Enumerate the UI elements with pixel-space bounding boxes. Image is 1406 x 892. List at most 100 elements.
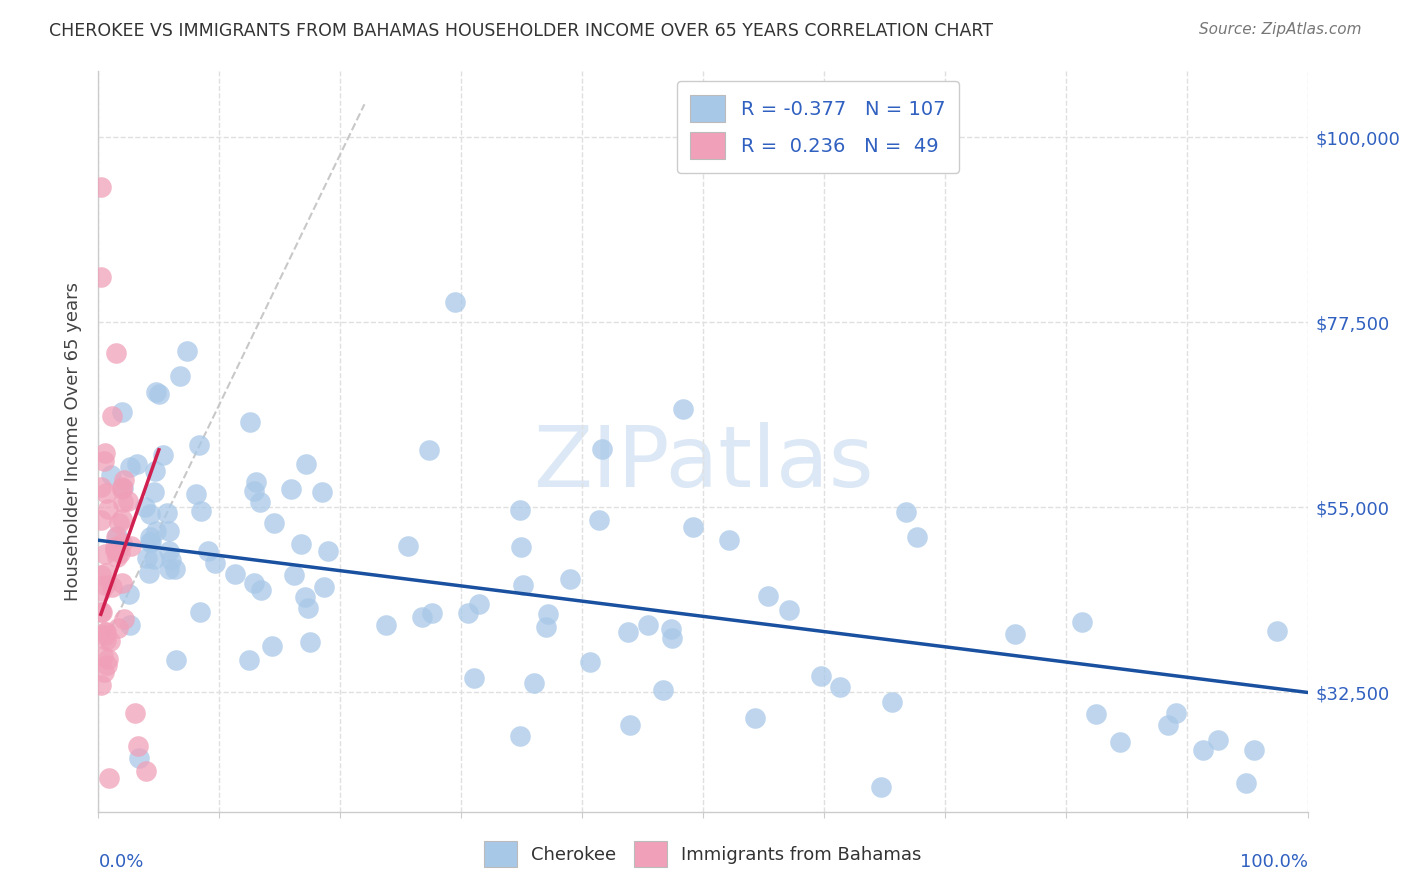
Point <box>143 464 166 478</box>
Point <box>148 386 170 401</box>
Point <box>810 669 832 683</box>
Point <box>311 484 333 499</box>
Text: 0.0%: 0.0% <box>98 853 143 871</box>
Point <box>94 578 117 592</box>
Point <box>651 682 673 697</box>
Point <box>156 506 179 520</box>
Point <box>96 486 118 500</box>
Point <box>127 739 149 753</box>
Point <box>637 618 659 632</box>
Point <box>169 369 191 384</box>
Point <box>186 487 208 501</box>
Point <box>661 632 683 646</box>
Point <box>312 580 335 594</box>
Point <box>94 446 117 460</box>
Point <box>249 494 271 508</box>
Point <box>139 530 162 544</box>
Point <box>588 513 610 527</box>
Point <box>157 543 180 558</box>
Point <box>1164 706 1187 720</box>
Point <box>101 409 124 423</box>
Point <box>828 680 851 694</box>
Point <box>145 384 167 399</box>
Point <box>135 764 157 778</box>
Point <box>896 505 918 519</box>
Y-axis label: Householder Income Over 65 years: Householder Income Over 65 years <box>65 282 83 601</box>
Text: Source: ZipAtlas.com: Source: ZipAtlas.com <box>1198 22 1361 37</box>
Point <box>463 672 485 686</box>
Point <box>243 484 266 499</box>
Point <box>96 657 118 672</box>
Point <box>134 500 156 515</box>
Point <box>418 442 440 457</box>
Point <box>1108 735 1130 749</box>
Point <box>127 458 149 472</box>
Point <box>165 653 187 667</box>
Point <box>117 493 139 508</box>
Point <box>578 655 600 669</box>
Point <box>283 568 305 582</box>
Point <box>238 653 260 667</box>
Point <box>152 448 174 462</box>
Point <box>1191 742 1213 756</box>
Point <box>250 582 273 597</box>
Point <box>1243 743 1265 757</box>
Point <box>617 624 640 639</box>
Point <box>295 457 318 471</box>
Point <box>197 544 219 558</box>
Point <box>100 580 122 594</box>
Point <box>157 524 180 538</box>
Point <box>90 179 112 194</box>
Point <box>457 607 479 621</box>
Point <box>118 459 141 474</box>
Point <box>509 729 531 743</box>
Point <box>512 578 534 592</box>
Point <box>105 549 128 564</box>
Point <box>90 568 112 582</box>
Point <box>536 620 558 634</box>
Legend: R = -0.377   N = 107, R =  0.236   N =  49: R = -0.377 N = 107, R = 0.236 N = 49 <box>676 81 959 173</box>
Point <box>105 346 128 360</box>
Point <box>90 677 112 691</box>
Point <box>110 483 132 497</box>
Text: 100.0%: 100.0% <box>1240 853 1308 871</box>
Point <box>90 480 112 494</box>
Point <box>97 502 120 516</box>
Point <box>290 537 312 551</box>
Point <box>870 780 893 794</box>
Point <box>90 605 112 619</box>
Point <box>1085 707 1108 722</box>
Point <box>117 587 139 601</box>
Point <box>93 628 115 642</box>
Point <box>107 622 129 636</box>
Point <box>260 639 283 653</box>
Point <box>204 556 226 570</box>
Point <box>111 575 134 590</box>
Point <box>591 442 613 456</box>
Point <box>756 589 779 603</box>
Point <box>1004 626 1026 640</box>
Point <box>111 481 134 495</box>
Point <box>124 706 146 720</box>
Point <box>243 576 266 591</box>
Point <box>90 606 112 620</box>
Point <box>560 573 582 587</box>
Point <box>190 504 212 518</box>
Point <box>188 438 211 452</box>
Text: ZIPatlas: ZIPatlas <box>533 422 873 505</box>
Point <box>157 562 180 576</box>
Point <box>141 535 163 549</box>
Point <box>280 482 302 496</box>
Point <box>93 454 115 468</box>
Point <box>682 520 704 534</box>
Point <box>374 618 396 632</box>
Point <box>1265 624 1288 638</box>
Point <box>510 540 533 554</box>
Point <box>316 544 339 558</box>
Point <box>139 507 162 521</box>
Point <box>112 611 135 625</box>
Point <box>93 665 115 680</box>
Point <box>159 553 181 567</box>
Point <box>537 607 560 621</box>
Point <box>294 591 316 605</box>
